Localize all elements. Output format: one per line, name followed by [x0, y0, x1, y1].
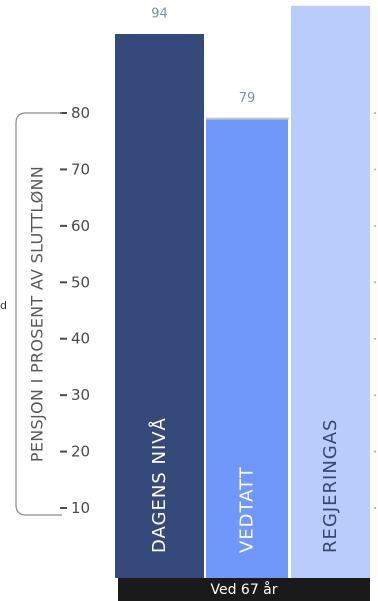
y-tick-label-20: 20 — [71, 443, 90, 461]
value-label-dagens-niv: 94 — [151, 7, 168, 22]
right-tick-dot-50 — [374, 281, 376, 283]
y-tick-label-40: 40 — [71, 330, 90, 348]
right-tick-dot-60 — [374, 225, 376, 227]
right-tick-dot-80 — [374, 112, 376, 114]
y-tick-label-60: 60 — [71, 217, 90, 235]
y-tick-label-50: 50 — [71, 273, 90, 291]
right-tick-dot-40 — [374, 338, 376, 340]
clipped-edge-text: d — [0, 299, 7, 312]
category-label-vedtatt: VEDTATT — [237, 466, 258, 553]
right-tick-dot-70 — [374, 168, 376, 170]
right-tick-dot-10 — [374, 507, 376, 509]
x-axis-band: Ved 67 år — [118, 578, 370, 601]
right-tick-dot-30 — [374, 394, 376, 396]
y-tick-label-10: 10 — [71, 499, 90, 517]
y-tick-label-80: 80 — [71, 104, 90, 122]
y-tick-label-30: 30 — [71, 386, 90, 404]
right-tick-dot-20 — [374, 450, 376, 452]
category-label-dagens-niv: DAGENS NIVÅ — [148, 417, 170, 553]
y-tick-label-70: 70 — [71, 160, 90, 178]
y-axis-label: PENSJON I PROSENT AV SLUTTLØNN — [28, 166, 47, 462]
x-axis-label: Ved 67 år — [210, 581, 277, 598]
value-label-vedtatt: 79 — [239, 91, 256, 106]
category-label-regjeringas: REGJERINGAS — [320, 419, 341, 553]
